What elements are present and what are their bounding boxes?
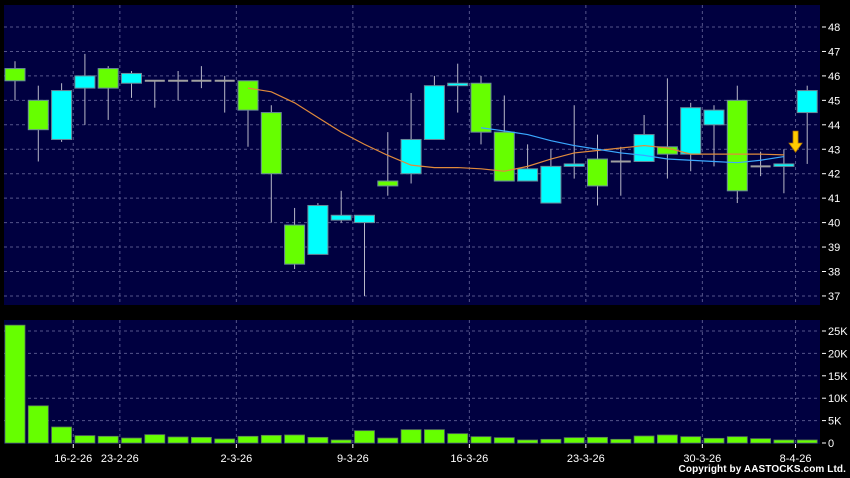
volume-bar bbox=[750, 438, 771, 444]
x-tick-label: 8-4-26 bbox=[780, 453, 812, 465]
candle-body bbox=[703, 109, 725, 126]
volume-panel bbox=[4, 320, 820, 444]
candle-body bbox=[307, 204, 329, 255]
volume-tick-label: 0 bbox=[828, 438, 834, 450]
x-tick-label: 23-2-26 bbox=[101, 453, 139, 465]
down-arrow-icon bbox=[788, 130, 803, 153]
candle-body bbox=[563, 163, 585, 167]
volume-bar bbox=[423, 429, 445, 444]
volume-bar bbox=[167, 436, 189, 444]
volume-bar bbox=[563, 437, 585, 444]
moving-average-blue bbox=[480, 127, 784, 164]
candle-body bbox=[51, 90, 73, 140]
volume-bar bbox=[377, 437, 399, 444]
x-tick-label: 16-3-26 bbox=[450, 453, 488, 465]
x-tick-label: 30-3-26 bbox=[683, 453, 721, 465]
volume-bar bbox=[470, 436, 492, 444]
volume-bar bbox=[447, 433, 469, 444]
volume-bar bbox=[354, 430, 375, 444]
volume-bar bbox=[493, 437, 515, 444]
volume-bar bbox=[237, 435, 259, 444]
volume-bar bbox=[796, 439, 818, 444]
candle-body bbox=[4, 68, 26, 82]
volume-bar bbox=[4, 324, 26, 444]
volume-bar bbox=[703, 437, 725, 444]
price-tick-label: 41 bbox=[828, 193, 840, 205]
candle-body bbox=[237, 80, 259, 111]
candle-body bbox=[74, 75, 96, 89]
x-tick-label: 9-3-26 bbox=[337, 453, 369, 465]
volume-tick-label: 5K bbox=[828, 416, 842, 428]
candle-body bbox=[470, 82, 492, 133]
candle-body bbox=[773, 163, 795, 167]
candle-body bbox=[330, 214, 352, 221]
candle-body bbox=[493, 131, 515, 182]
copyright-text: Copyright by AASTOCKS.com Ltd. bbox=[678, 464, 846, 475]
price-tick-label: 40 bbox=[828, 218, 840, 230]
volume-bar bbox=[121, 437, 142, 444]
volume-bar bbox=[51, 426, 72, 444]
candle-body bbox=[27, 99, 49, 131]
volume-bar bbox=[400, 429, 422, 444]
x-tick-label: 23-3-26 bbox=[567, 453, 605, 465]
candle-body bbox=[121, 72, 142, 84]
volume-bar bbox=[144, 434, 166, 444]
candle-body bbox=[423, 85, 445, 140]
candle-body bbox=[260, 112, 282, 175]
candle-body bbox=[447, 82, 469, 87]
candle-body bbox=[284, 224, 306, 265]
volume-bar bbox=[657, 434, 678, 444]
price-tick-label: 43 bbox=[828, 144, 840, 156]
volume-bar bbox=[680, 436, 702, 444]
moving-average-orange bbox=[247, 87, 784, 172]
volume-bar bbox=[540, 438, 562, 444]
candle-body bbox=[377, 180, 399, 187]
candle-body bbox=[726, 99, 748, 192]
candle-body bbox=[540, 165, 562, 204]
volume-bar bbox=[517, 439, 538, 444]
volume-tick-label: 10K bbox=[828, 393, 848, 405]
candle-body bbox=[400, 138, 422, 175]
volume-bar bbox=[260, 434, 282, 444]
volume-bar bbox=[587, 436, 608, 444]
volume-bar bbox=[74, 435, 96, 444]
price-tick-label: 45 bbox=[828, 95, 840, 107]
volume-tick-label: 15K bbox=[828, 371, 848, 383]
x-tick-label: 2-3-26 bbox=[220, 453, 252, 465]
price-tick-label: 42 bbox=[828, 169, 840, 181]
price-tick-label: 47 bbox=[828, 46, 840, 58]
volume-bar bbox=[27, 405, 49, 444]
price-tick-label: 48 bbox=[828, 22, 840, 34]
price-tick-label: 37 bbox=[828, 291, 840, 303]
candle-body bbox=[517, 168, 539, 182]
volume-bar bbox=[284, 434, 306, 444]
volume-bar bbox=[610, 438, 632, 444]
candle-body bbox=[633, 134, 655, 162]
volume-tick-label: 25K bbox=[828, 326, 848, 338]
price-tick-label: 39 bbox=[828, 242, 840, 254]
volume-bar bbox=[330, 439, 352, 444]
volume-bar bbox=[97, 435, 119, 444]
volume-bar bbox=[190, 436, 212, 444]
candle-body bbox=[680, 107, 702, 155]
volume-bar bbox=[214, 438, 236, 444]
x-tick-label: 16-2-26 bbox=[54, 453, 92, 465]
candle-body bbox=[97, 68, 119, 89]
volume-tick-label: 20K bbox=[828, 348, 848, 360]
volume-bar bbox=[726, 436, 748, 444]
candle-body bbox=[796, 90, 818, 114]
price-tick-label: 44 bbox=[828, 120, 840, 132]
volume-bar bbox=[307, 436, 329, 444]
price-tick-label: 46 bbox=[828, 71, 840, 83]
candle-body bbox=[587, 158, 608, 187]
candle-body bbox=[354, 214, 375, 224]
price-tick-label: 38 bbox=[828, 267, 840, 279]
volume-bar bbox=[633, 435, 655, 444]
volume-bar bbox=[773, 439, 795, 444]
